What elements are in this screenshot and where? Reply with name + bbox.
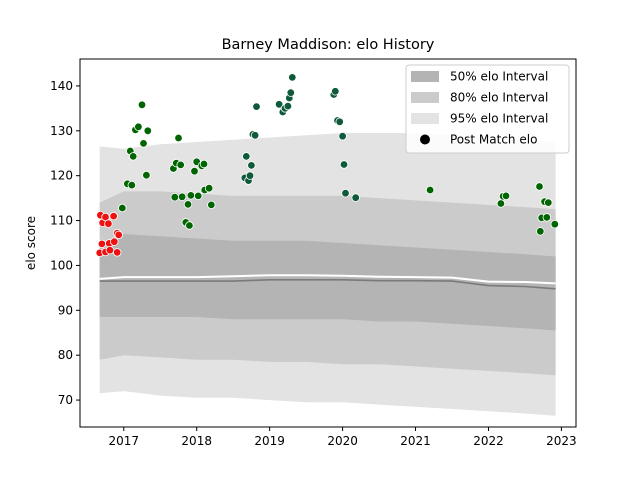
legend-swatch-1 <box>411 92 439 103</box>
legend-label-2: 95% elo Interval <box>450 112 548 126</box>
plot-area: 2017 2018 2019 2020 2021 2022 2023 70 80 90 100 110… <box>50 58 577 448</box>
post-match-point-2-19 <box>338 131 347 141</box>
interval-50-band <box>99 234 556 331</box>
legend-label-1: 80% elo Interval <box>450 91 548 105</box>
post-match-point-1-10 <box>143 126 152 135</box>
post-match-point-1-0 <box>118 203 127 213</box>
post-match-point-2-6 <box>250 131 260 140</box>
legend-label-3: Post Match elo <box>450 133 537 147</box>
mean-line <box>99 278 556 290</box>
post-match-point-1-38 <box>544 198 553 207</box>
post-match-point-2-1 <box>242 152 251 161</box>
post-match-point-1-21 <box>190 166 199 176</box>
post-match-point-1-25 <box>199 159 209 169</box>
y-tick-label-100: 100 <box>50 258 73 272</box>
x-tick-label-2019: 2019 <box>254 434 285 448</box>
x-tick-label-2023: 2023 <box>546 434 577 448</box>
post-match-point-0-8 <box>97 239 107 249</box>
post-match-point-1-23 <box>193 191 203 201</box>
post-match-point-1-34 <box>536 227 545 236</box>
median-line <box>99 274 556 285</box>
y-axis-label: elo score <box>24 216 38 270</box>
y-tick-label-70: 70 <box>58 393 73 407</box>
post-match-point-1-18 <box>183 200 193 209</box>
y-tick-label-140: 140 <box>50 79 73 93</box>
post-match-point-0-6 <box>114 230 123 240</box>
post-match-point-1-13 <box>174 133 183 143</box>
post-match-point-2-21 <box>341 188 350 198</box>
post-match-point-0-11 <box>110 237 119 246</box>
x-tick-label-2022: 2022 <box>473 434 504 448</box>
post-match-point-1-30 <box>496 199 506 208</box>
post-match-point-1-29 <box>425 185 435 195</box>
x-tick-label-2020: 2020 <box>327 434 358 448</box>
post-match-point-1-3 <box>127 180 136 190</box>
post-match-point-1-14 <box>176 160 185 170</box>
legend: 50% elo Interval 80% elo Interval 95% elo … <box>405 64 570 154</box>
post-match-point-0-13 <box>105 245 115 255</box>
legend-label-0: 50% elo Interval <box>450 70 548 84</box>
post-match-point-2-14 <box>288 73 297 82</box>
post-match-point-2-8 <box>274 100 284 109</box>
post-match-point-1-8 <box>139 139 148 148</box>
legend-swatch-0 <box>411 71 439 82</box>
post-match-point-2-18 <box>335 117 344 126</box>
post-match-point-1-20 <box>186 191 196 200</box>
post-match-point-1-16 <box>177 192 187 201</box>
post-match-point-2-11 <box>283 101 293 111</box>
post-match-point-2-13 <box>286 88 295 97</box>
x-tick-label-2018: 2018 <box>181 434 212 448</box>
post-match-point-0-3 <box>104 219 113 228</box>
post-match-point-1-6 <box>134 122 143 131</box>
post-match-point-1-19 <box>185 221 194 230</box>
legend-swatch-2 <box>411 113 439 124</box>
post-match-point-2-20 <box>339 160 349 169</box>
post-match-point-2-3 <box>245 171 255 180</box>
post-match-point-1-9 <box>142 170 151 180</box>
x-tick-label-2021: 2021 <box>400 434 431 448</box>
y-tick-label-110: 110 <box>50 214 73 228</box>
y-tick-label-90: 90 <box>58 303 73 317</box>
y-tick-label-80: 80 <box>58 348 73 362</box>
chart-title: Barney Maddison: elo History <box>222 37 435 53</box>
post-match-point-0-12 <box>112 248 122 257</box>
y-tick-label-120: 120 <box>50 169 73 183</box>
post-match-point-1-4 <box>128 152 138 161</box>
post-match-point-1-28 <box>207 200 216 210</box>
x-tick-label-2017: 2017 <box>108 434 139 448</box>
post-match-point-1-39 <box>550 219 559 229</box>
legend-box <box>405 64 570 154</box>
post-match-point-2-22 <box>351 193 360 202</box>
post-match-point-1-32 <box>501 191 511 201</box>
post-match-point-1-37 <box>542 213 551 222</box>
post-match-point-2-16 <box>331 87 340 96</box>
post-match-point-1-27 <box>204 183 214 193</box>
post-match-point-2-7 <box>252 102 261 111</box>
post-match-point-1-7 <box>137 100 147 109</box>
post-match-point-1-33 <box>535 182 544 191</box>
post-match-point-2-4 <box>247 161 256 170</box>
plot-frame <box>79 58 577 428</box>
post-match-point-0-4 <box>109 211 118 221</box>
legend-marker-3 <box>420 134 430 145</box>
post-match-point-1-15 <box>170 192 179 202</box>
y-tick-label-130: 130 <box>50 124 73 138</box>
